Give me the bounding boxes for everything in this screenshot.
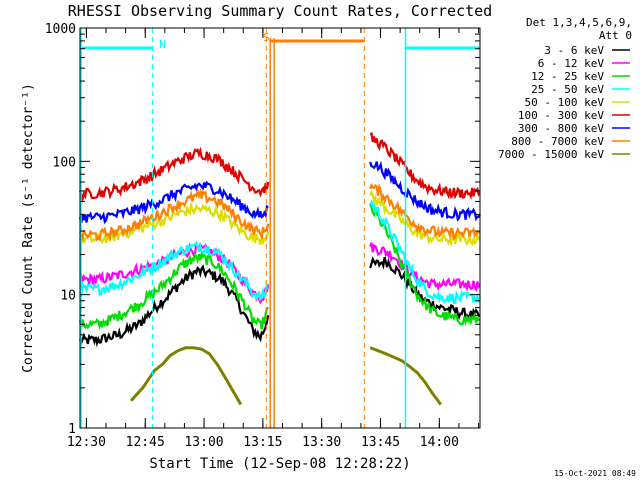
xtick-label-2: 13:00 xyxy=(184,435,223,450)
ticks-layer: 1 10 100 1000 12:30 12:45 13:00 13:15 13:30 13:45… xyxy=(45,22,480,450)
x-axis-label: Start Time (12-Sep-08 12:28:22) xyxy=(149,456,410,472)
legend-header-0: Det 1,3,4,5,6,9, xyxy=(526,16,632,29)
series-line-5-0-1 xyxy=(369,131,481,200)
ytick-label-3: 1000 xyxy=(45,22,76,37)
xtick-label-1: 12:45 xyxy=(126,435,165,450)
legend-label-6: 300 - 800 keV xyxy=(518,122,604,135)
legend-label-2: 12 - 25 keV xyxy=(531,70,604,83)
series-line-7-0-0 xyxy=(78,187,270,243)
ytick-label-1: 10 xyxy=(60,289,76,304)
series-line-7-0-1 xyxy=(369,182,481,241)
xtick-label-6: 14:00 xyxy=(420,435,459,450)
series-line-1-0-1 xyxy=(369,242,481,293)
series-line-2-0-1 xyxy=(369,203,481,327)
xtick-label-3: 13:15 xyxy=(243,435,282,450)
xtick-label-5: 13:45 xyxy=(361,435,400,450)
series-line-3-0-1 xyxy=(369,199,482,305)
ytick-label-0: 1 xyxy=(68,422,76,437)
legend-label-0: 3 - 6 keV xyxy=(544,44,604,57)
legend-label-8: 7000 - 15000 keV xyxy=(498,148,604,161)
legend-header-1: Att 0 xyxy=(599,29,632,42)
ytick-label-2: 100 xyxy=(53,155,76,170)
series-layer xyxy=(78,131,482,406)
series-line-2-0-0 xyxy=(78,250,269,331)
legend-label-1: 6 - 12 keV xyxy=(538,57,605,70)
series-line-8-0-0 xyxy=(129,346,243,406)
timestamp: 15-Oct-2021 08:49 xyxy=(554,469,636,478)
series-line-6-0-0 xyxy=(78,180,269,225)
series-line-3-0-0 xyxy=(79,240,269,301)
flag-label-S: S xyxy=(263,31,270,44)
flags-layer: NS xyxy=(80,28,481,428)
legend-label-5: 100 - 300 keV xyxy=(518,109,604,122)
legend-label-7: 800 - 7000 keV xyxy=(511,135,604,148)
series-line-6-0-1 xyxy=(369,160,481,222)
plot-frame xyxy=(79,27,481,429)
series-line-5-0-0 xyxy=(78,146,270,203)
flag-label-N: N xyxy=(159,38,166,51)
series-line-0-0-0 xyxy=(78,264,270,348)
chart-title: RHESSI Observing Summary Count Rates, Co… xyxy=(68,2,492,20)
xtick-label-0: 12:30 xyxy=(67,435,106,450)
y-axis-label: Corrected Count Rate (s⁻¹ detector⁻¹) xyxy=(21,83,36,373)
legend-label-3: 25 - 50 keV xyxy=(531,83,604,96)
legend-label-4: 50 - 100 keV xyxy=(525,96,605,109)
xtick-label-4: 13:30 xyxy=(302,435,341,450)
